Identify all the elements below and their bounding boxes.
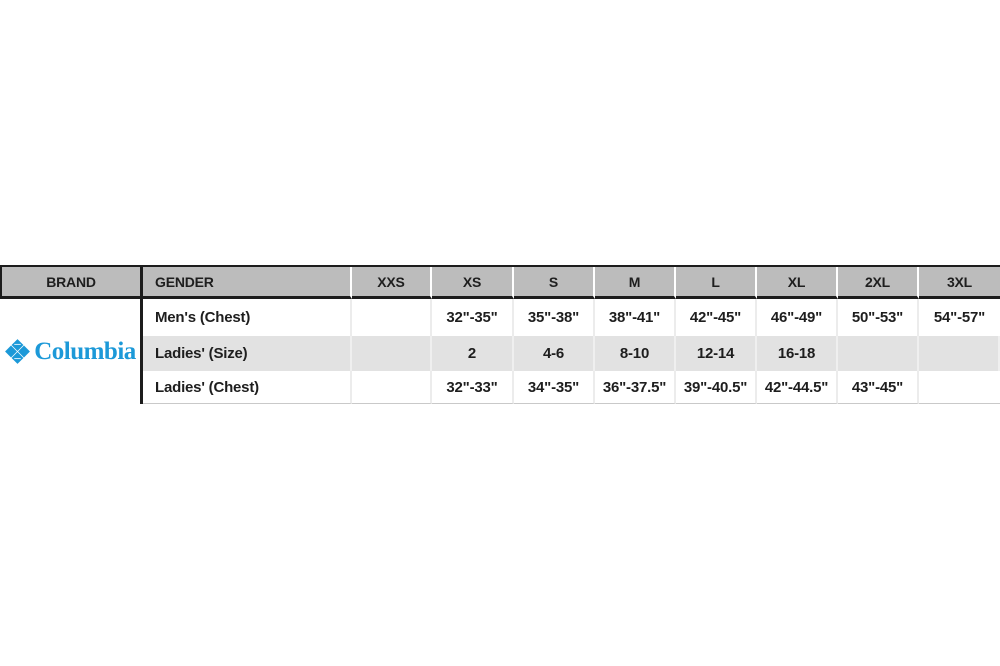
mens-chest-xxs xyxy=(352,299,432,336)
column-header-l: L xyxy=(676,267,757,299)
mens-chest-xl: 46"-49" xyxy=(757,299,838,336)
ladies-size-xl: 16-18 xyxy=(757,336,838,371)
column-header-xxs: XXS xyxy=(352,267,432,299)
ladies-chest-s: 34"-35" xyxy=(514,371,595,404)
column-header-2xl: 2XL xyxy=(838,267,919,299)
ladies-chest-3xl xyxy=(919,371,1000,404)
ladies-size-2xl xyxy=(838,336,919,371)
column-header-brand: BRAND xyxy=(0,267,143,299)
mens-chest-xs: 32"-35" xyxy=(432,299,514,336)
row-label-mens-chest: Men's (Chest) xyxy=(143,299,352,336)
mens-chest-s: 35"-38" xyxy=(514,299,595,336)
ladies-size-xs: 2 xyxy=(432,336,514,371)
ladies-chest-m: 36"-37.5" xyxy=(595,371,676,404)
mens-chest-m: 38"-41" xyxy=(595,299,676,336)
column-header-gender: GENDER xyxy=(143,267,352,299)
column-header-xl: XL xyxy=(757,267,838,299)
brand-logo-cell: Columbia xyxy=(0,299,143,404)
ladies-chest-l: 39"-40.5" xyxy=(676,371,757,404)
ladies-size-xxs xyxy=(352,336,432,371)
ladies-size-3xl xyxy=(919,336,1000,371)
column-header-3xl: 3XL xyxy=(919,267,1000,299)
column-header-m: M xyxy=(595,267,676,299)
mens-chest-l: 42"-45" xyxy=(676,299,757,336)
row-label-ladies-size: Ladies' (Size) xyxy=(143,336,352,371)
ladies-chest-2xl: 43"-45" xyxy=(838,371,919,404)
row-label-ladies-chest: Ladies' (Chest) xyxy=(143,371,352,404)
ladies-chest-xl: 42"-44.5" xyxy=(757,371,838,404)
column-header-s: S xyxy=(514,267,595,299)
columbia-wordmark: Columbia xyxy=(34,337,136,365)
ladies-chest-xxs xyxy=(352,371,432,404)
ladies-size-l: 12-14 xyxy=(676,336,757,371)
ladies-chest-xs: 32"-33" xyxy=(432,371,514,404)
mens-chest-2xl: 50"-53" xyxy=(838,299,919,336)
ladies-size-s: 4-6 xyxy=(514,336,595,371)
ladies-size-m: 8-10 xyxy=(595,336,676,371)
column-header-xs: XS xyxy=(432,267,514,299)
mens-chest-3xl: 54"-57" xyxy=(919,299,1000,336)
columbia-emblem-icon xyxy=(5,339,31,364)
size-chart-table: BRAND GENDER XXS XS S M L XL 2XL 3XL Col… xyxy=(0,265,1000,404)
